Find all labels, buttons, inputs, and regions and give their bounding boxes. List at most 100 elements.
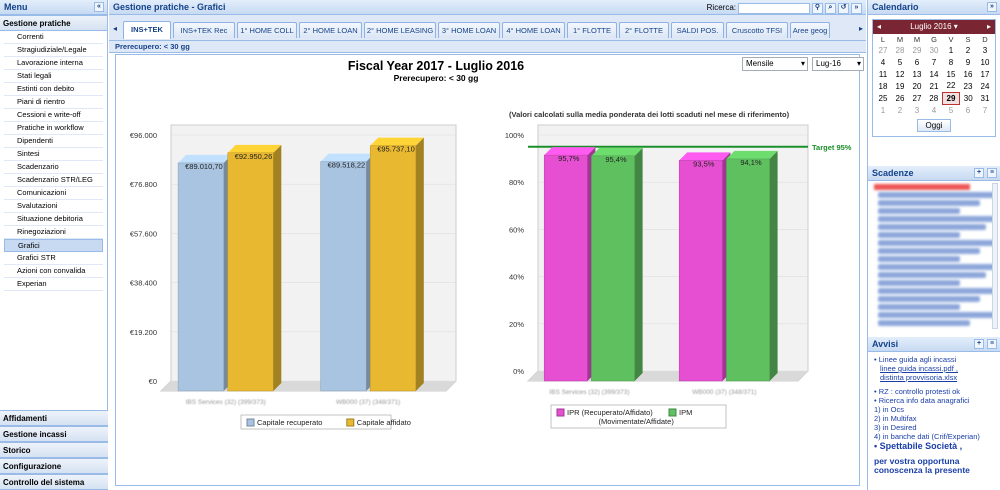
calendar-day[interactable]: 22 xyxy=(946,81,956,91)
calendar-day[interactable]: 7 xyxy=(982,105,988,115)
calendar-day[interactable]: 29 xyxy=(912,45,922,55)
calendar-day[interactable]: 7 xyxy=(931,57,937,67)
menu-item[interactable]: Grafici STR xyxy=(4,252,103,265)
menu-item[interactable]: Grafici xyxy=(4,239,103,252)
add-icon[interactable]: + xyxy=(974,168,984,178)
menu-item[interactable]: Stati legali xyxy=(4,70,103,83)
menu-item[interactable]: Comunicazioni xyxy=(4,187,103,200)
tab[interactable]: Aree geog xyxy=(790,22,830,38)
calendar-day[interactable]: 20 xyxy=(912,81,922,91)
scadenza-item[interactable] xyxy=(878,256,960,262)
scadenza-item[interactable] xyxy=(878,208,960,214)
tab[interactable]: SALDI POS. xyxy=(671,22,724,38)
menu-item[interactable]: Svalutazioni xyxy=(4,200,103,213)
menu-item[interactable]: Scadenzario xyxy=(4,161,103,174)
calendar-day[interactable]: 13 xyxy=(912,69,922,79)
calendar-day[interactable]: 4 xyxy=(931,105,937,115)
calendar-day[interactable]: 30 xyxy=(929,45,939,55)
tab[interactable]: INS+TEK Rec xyxy=(173,22,235,38)
calendar-day[interactable]: 10 xyxy=(980,57,990,67)
menu-section[interactable]: Controllo del sistema xyxy=(0,474,108,490)
menu-section[interactable]: Storico xyxy=(0,442,108,458)
calendar-day[interactable]: 2 xyxy=(965,45,971,55)
scadenza-item[interactable] xyxy=(878,272,986,278)
tab[interactable]: INS+TEK xyxy=(123,21,171,39)
calendar-day[interactable]: 26 xyxy=(895,93,905,103)
expand-right-icon[interactable]: » xyxy=(851,2,862,14)
period-select[interactable]: Mensile ▾ xyxy=(742,57,808,71)
avviso-line[interactable]: linee guida incassi.pdf , xyxy=(880,364,958,373)
calendar-day[interactable]: 15 xyxy=(946,69,956,79)
tab[interactable]: 1° FLOTTE xyxy=(567,22,617,38)
search-input[interactable] xyxy=(738,2,810,14)
calendar-day[interactable]: 25 xyxy=(878,93,888,103)
search-icon[interactable]: ⚲ xyxy=(812,2,823,14)
tab[interactable]: Cruscotto TFSI xyxy=(726,22,788,38)
calendar-day[interactable]: 28 xyxy=(929,93,939,103)
scadenza-item[interactable] xyxy=(878,200,980,206)
add-icon[interactable]: + xyxy=(974,339,984,349)
calendar-day[interactable]: 2 xyxy=(897,105,903,115)
tab[interactable]: 2° HOME LOAN xyxy=(299,22,362,38)
next-month-icon[interactable]: ▸ xyxy=(986,22,991,31)
calendar-day[interactable]: 30 xyxy=(963,93,973,103)
section-gestione-pratiche[interactable]: Gestione pratiche xyxy=(0,15,107,31)
tab[interactable]: 4° HOME LOAN xyxy=(502,22,565,38)
calendar-day[interactable]: 11 xyxy=(878,69,888,79)
calendar-month[interactable]: Luglio 2016 xyxy=(910,22,952,31)
menu-item[interactable]: Dipendenti xyxy=(4,135,103,148)
settings-icon[interactable]: ≡ xyxy=(987,339,997,349)
calendar-day[interactable]: 8 xyxy=(948,57,954,67)
calendar-day[interactable]: 3 xyxy=(914,105,920,115)
tab[interactable]: 2° HOME LEASING xyxy=(364,22,436,38)
calendar-day[interactable]: 5 xyxy=(897,57,903,67)
menu-item[interactable]: Correnti xyxy=(4,31,103,44)
calendar-day[interactable]: 3 xyxy=(982,45,988,55)
menu-item[interactable]: Azioni con convalida xyxy=(4,265,103,278)
tab[interactable]: 3° HOME LOAN xyxy=(438,22,500,38)
calendar-day[interactable]: 29 xyxy=(942,91,960,105)
calendar-day[interactable]: 6 xyxy=(914,57,920,67)
menu-item[interactable]: Experian xyxy=(4,278,103,291)
calendar-day[interactable]: 12 xyxy=(895,69,905,79)
menu-item[interactable]: Estinti con debito xyxy=(4,83,103,96)
clear-search-icon[interactable]: ↺ xyxy=(838,2,849,14)
calendar-day[interactable]: 1 xyxy=(948,45,954,55)
tab-scroll-right-icon[interactable]: ▸ xyxy=(858,24,863,33)
collapse-left-icon[interactable]: « xyxy=(94,2,104,12)
scadenza-item[interactable] xyxy=(878,296,980,302)
tab[interactable]: 1° HOME COLL xyxy=(237,22,297,38)
today-button[interactable]: Oggi xyxy=(916,119,952,132)
scadenza-item[interactable] xyxy=(878,248,980,254)
menu-section[interactable]: Gestione incassi xyxy=(0,426,108,442)
settings-icon[interactable]: ≡ xyxy=(987,168,997,178)
menu-item[interactable]: Scadenzario STR/LEG xyxy=(4,174,103,187)
calendar-day[interactable]: 9 xyxy=(965,57,971,67)
menu-item[interactable]: Sintesi xyxy=(4,148,103,161)
scadenza-item[interactable] xyxy=(878,264,996,270)
calendar-day[interactable]: 21 xyxy=(929,81,939,91)
advanced-search-icon[interactable]: ⌕ xyxy=(825,2,836,14)
month-select[interactable]: Lug-16 ▾ xyxy=(812,57,864,71)
calendar-day[interactable]: 4 xyxy=(880,57,886,67)
scadenza-item[interactable] xyxy=(878,312,996,318)
calendar-day[interactable]: 1 xyxy=(880,105,886,115)
calendar-day[interactable]: 14 xyxy=(929,69,939,79)
scadenza-item[interactable] xyxy=(878,224,986,230)
scadenza-item[interactable] xyxy=(878,288,996,294)
scadenza-item[interactable] xyxy=(878,280,960,286)
scadenza-item[interactable] xyxy=(878,232,960,238)
prev-month-icon[interactable]: ◂ xyxy=(877,22,882,31)
menu-item[interactable]: Pratiche in workflow xyxy=(4,122,103,135)
menu-item[interactable]: Rinegoziazioni xyxy=(4,226,103,239)
calendar-day[interactable]: 18 xyxy=(878,81,888,91)
scadenza-item[interactable] xyxy=(878,320,970,326)
calendar-day[interactable]: 27 xyxy=(878,45,888,55)
avviso-line[interactable]: distinta provvisoria.xlsx xyxy=(880,373,958,382)
scadenze-scrollbar[interactable] xyxy=(992,183,998,329)
menu-item[interactable]: Stragiudiziale/Legale xyxy=(4,44,103,57)
calendar-day[interactable]: 16 xyxy=(963,69,973,79)
menu-section[interactable]: Affidamenti xyxy=(0,410,108,426)
tab-scroll-left-icon[interactable]: ◂ xyxy=(113,24,118,33)
scadenza-item[interactable] xyxy=(878,304,960,310)
